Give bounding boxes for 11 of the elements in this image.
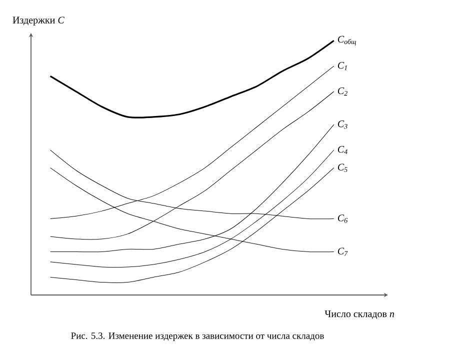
series-label: C$_{2}$	[338, 87, 348, 96]
series-label: C$_{6}$	[338, 214, 348, 223]
series-label: C$_{общ}$	[338, 36, 356, 46]
y-axis-title: Издержки C	[12, 16, 64, 26]
series-label: C$_{7}$	[338, 248, 348, 256]
x-axis-title: Число складов n	[324, 310, 394, 320]
series-label: C$_{3}$	[338, 120, 348, 129]
text: Рис. 5.3. Изменение издержек в зависимости от числа складов	[71, 332, 324, 341]
series-label: C$_{5}$	[338, 164, 348, 172]
series-label: C$_{1}$	[338, 62, 347, 70]
series-label: C$_{4}$	[338, 146, 348, 154]
